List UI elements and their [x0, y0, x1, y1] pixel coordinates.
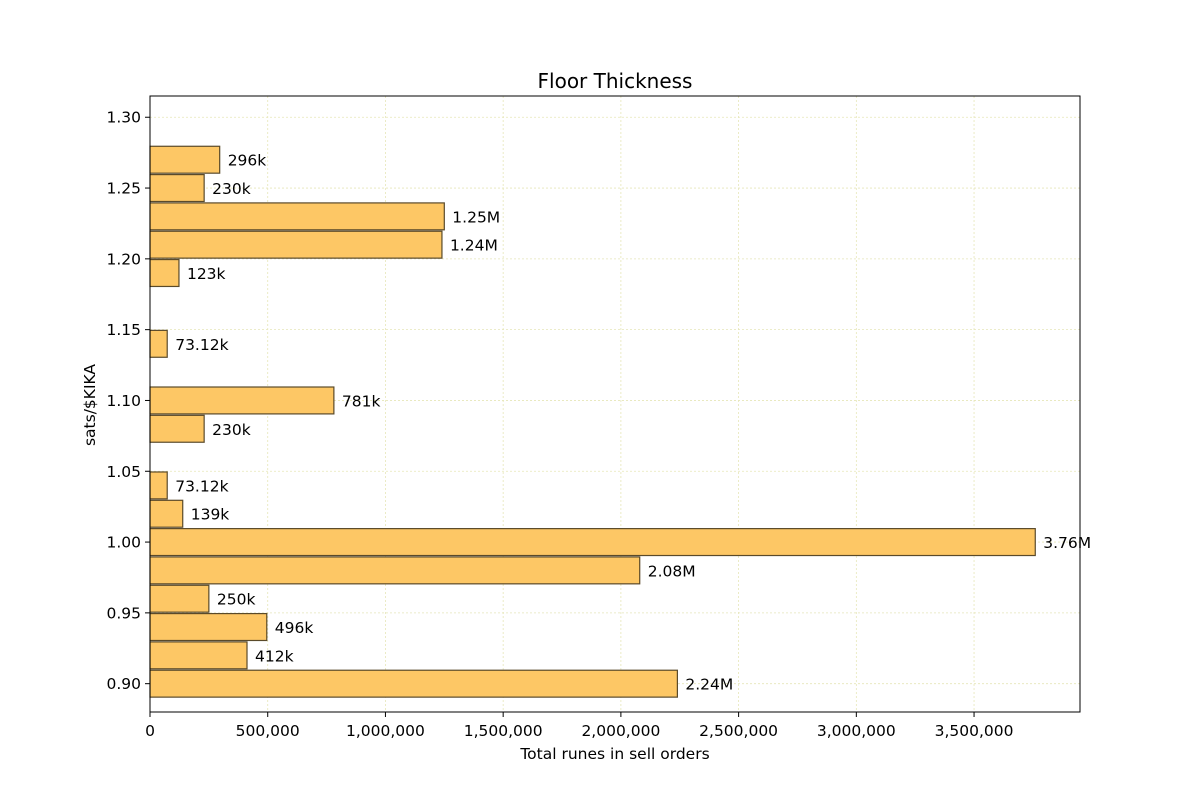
y-tick-label: 0.90 — [106, 675, 141, 693]
plot-frame — [149, 95, 1081, 713]
bar-value-label: 2.08M — [648, 562, 696, 580]
y-tick-label: 0.95 — [106, 604, 141, 622]
bar-value-label: 1.25M — [452, 208, 500, 226]
x-tick-label: 1,000,000 — [346, 722, 425, 740]
y-axis-title: sats/$KIKA — [81, 364, 99, 446]
bar-value-label: 1.24M — [450, 237, 498, 255]
bar — [149, 386, 335, 415]
y-tick-label: 1.00 — [106, 534, 141, 552]
bar — [149, 329, 168, 358]
bar — [149, 584, 210, 613]
bar — [149, 612, 268, 642]
bar — [149, 173, 205, 203]
x-tick-label: 2,000,000 — [581, 722, 660, 740]
y-tick-label: 1.20 — [106, 250, 141, 268]
bar-value-label: 496k — [275, 619, 314, 637]
bars-layer — [149, 145, 1036, 698]
bar-value-label: 3.76M — [1043, 534, 1091, 552]
bar-value-label: 250k — [217, 591, 256, 609]
x-tick-label: 3,000,000 — [817, 722, 896, 740]
bar-value-label: 2.24M — [685, 676, 733, 694]
data-labels-layer: 2.24M 412k 496k 250k 2.08M 3.76M 139k 73.12k 230… — [175, 152, 1091, 694]
bar — [149, 471, 168, 500]
bar — [149, 528, 1036, 557]
bar-value-label: 230k — [212, 421, 251, 439]
bar-value-label: 296k — [228, 152, 267, 170]
bar — [149, 258, 180, 288]
y-tick-label: 1.05 — [106, 463, 141, 481]
bar-value-label: 230k — [212, 180, 251, 198]
y-axis: 0.90 0.95 1.00 1.05 1.10 1.15 1.20 1.25 1.30 — [106, 109, 150, 693]
y-tick-label: 1.30 — [106, 109, 141, 127]
bar-value-label: 139k — [191, 506, 230, 524]
y-tick-label: 1.10 — [106, 392, 141, 410]
bar — [149, 202, 445, 231]
bar — [149, 641, 248, 670]
x-axis: 0 500,000 1,000,000 1,500,000 2,000,000 2,500… — [145, 712, 1013, 740]
bar — [149, 414, 205, 443]
bar — [149, 499, 184, 528]
bar — [149, 145, 221, 174]
x-tick-label: 500,000 — [236, 722, 300, 740]
bar-value-label: 412k — [255, 647, 294, 665]
y-tick-label: 1.15 — [106, 321, 141, 339]
bar-value-label: 781k — [342, 392, 381, 410]
x-tick-label: 0 — [145, 722, 155, 740]
bar-value-label: 73.12k — [175, 477, 228, 495]
bar — [149, 230, 443, 259]
x-tick-label: 3,500,000 — [935, 722, 1014, 740]
bar-value-label: 73.12k — [175, 336, 228, 354]
x-axis-title: Total runes in sell orders — [519, 745, 709, 763]
bar-value-label: 123k — [187, 265, 226, 283]
y-tick-label: 1.25 — [106, 180, 141, 198]
x-tick-label: 2,500,000 — [699, 722, 778, 740]
bar — [149, 669, 678, 698]
bar — [149, 556, 641, 585]
chart-title: Floor Thickness — [538, 69, 693, 93]
x-tick-label: 1,500,000 — [464, 722, 543, 740]
